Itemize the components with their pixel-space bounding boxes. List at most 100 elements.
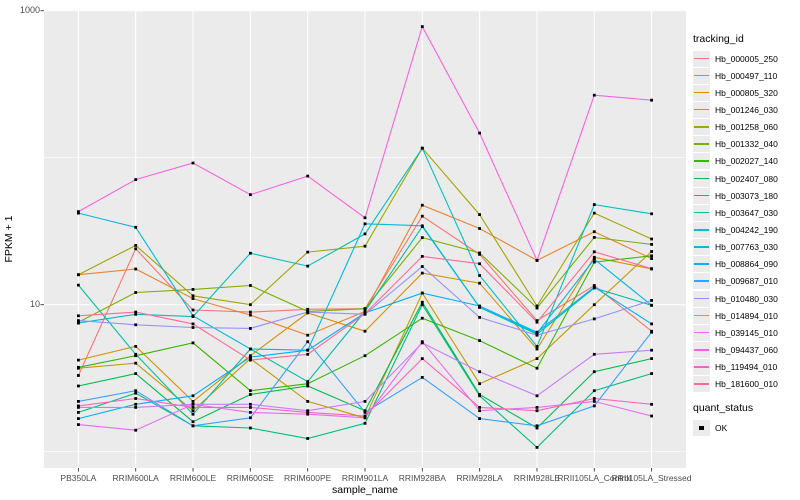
- data-point: [191, 161, 195, 165]
- data-point: [420, 224, 424, 228]
- legend-key-line-icon: [693, 136, 710, 153]
- data-point: [191, 308, 195, 312]
- data-point: [134, 361, 138, 365]
- legend-item-label: Hb_001332_040: [715, 139, 778, 150]
- data-point: [592, 352, 596, 356]
- data-point: [363, 216, 367, 220]
- data-point: [478, 227, 481, 230]
- data-point: [77, 365, 80, 369]
- data-point: [478, 213, 481, 216]
- data-point: [592, 211, 596, 215]
- data-point: [306, 437, 310, 440]
- data-point: [650, 243, 653, 246]
- data-point: [478, 370, 481, 374]
- data-point: [134, 402, 138, 406]
- legend-color-title: tracking_id: [693, 33, 744, 45]
- data-point: [478, 262, 481, 266]
- data-point: [134, 428, 138, 432]
- data-point: [535, 259, 539, 262]
- data-point: [191, 402, 195, 406]
- data-point: [134, 323, 138, 327]
- data-point: [535, 333, 539, 337]
- x-tick-label-RRIM928BA: RRIM928BA: [398, 473, 446, 483]
- legend-item-label: Hb_000497_110: [715, 70, 778, 81]
- data-point: [77, 417, 80, 420]
- data-point: [77, 374, 80, 377]
- data-point: [420, 291, 424, 295]
- data-point: [420, 300, 424, 304]
- legend-item-Hb_000805_320: Hb_000805_320: [693, 84, 778, 101]
- legend-item-Hb_001332_040: Hb_001332_040: [693, 136, 778, 153]
- data-point: [478, 131, 481, 135]
- data-point: [535, 345, 539, 348]
- data-point: [478, 417, 481, 420]
- legend-item-Hb_000005_250: Hb_000005_250: [693, 50, 778, 67]
- data-point: [306, 340, 310, 344]
- data-point: [535, 406, 539, 409]
- legend-item-Hb_094437_060: Hb_094437_060: [693, 342, 778, 359]
- data-point: [134, 397, 138, 400]
- data-point: [306, 380, 310, 383]
- data-point: [650, 257, 653, 260]
- data-point: [478, 281, 481, 285]
- data-point: [478, 253, 481, 256]
- legend-item-Hb_007763_030: Hb_007763_030: [693, 239, 778, 256]
- data-point: [191, 400, 195, 403]
- data-point: [249, 406, 252, 409]
- legend-item-Hb_003073_180: Hb_003073_180: [693, 187, 778, 204]
- data-point: [363, 244, 367, 248]
- x-axis-title: sample_name: [332, 484, 398, 496]
- data-point: [306, 333, 310, 337]
- legend-item-label: Hb_039145_010: [715, 327, 778, 338]
- data-point: [650, 250, 653, 253]
- data-point: [249, 402, 252, 406]
- data-point: [650, 303, 653, 307]
- data-point: [650, 212, 653, 216]
- data-point: [592, 236, 596, 239]
- data-point: [249, 251, 252, 255]
- data-point: [191, 424, 195, 428]
- legend-key-line-icon: [693, 290, 710, 307]
- data-point: [191, 288, 195, 291]
- data-point: [650, 330, 653, 334]
- data-point: [77, 406, 80, 409]
- legend-item-Hb_000497_110: Hb_000497_110: [693, 67, 777, 84]
- data-point: [363, 354, 367, 358]
- data-point: [592, 230, 596, 234]
- data-point: [306, 411, 310, 414]
- data-point: [306, 348, 310, 352]
- x-tick-label-RRIM600LE: RRIM600LE: [169, 473, 217, 483]
- data-point: [420, 376, 424, 379]
- data-point: [592, 93, 596, 97]
- data-point: [77, 411, 80, 414]
- legend-item-label: Hb_003073_180: [715, 190, 778, 201]
- legend-key-line-icon: [693, 342, 710, 359]
- data-point: [535, 304, 539, 308]
- x-tick-label-RRIM928LA: RRIM928LA: [456, 473, 503, 483]
- data-point: [134, 352, 138, 356]
- data-point: [363, 409, 367, 413]
- data-point: [191, 341, 195, 345]
- data-point: [592, 317, 596, 321]
- data-point: [191, 322, 195, 326]
- data-point: [420, 303, 424, 307]
- data-point: [191, 406, 195, 409]
- data-point: [478, 382, 481, 386]
- legend-item-Hb_002027_140: Hb_002027_140: [693, 153, 778, 170]
- data-point: [134, 389, 138, 393]
- legend-key-line-icon: [693, 307, 710, 324]
- data-point: [650, 357, 653, 360]
- data-point: [478, 304, 481, 308]
- data-point: [535, 424, 539, 428]
- data-point: [249, 426, 252, 430]
- data-point: [420, 236, 424, 239]
- data-point: [535, 446, 539, 449]
- data-point: [650, 348, 653, 352]
- legend-item-quant-OK: OK: [693, 419, 727, 436]
- data-point: [592, 260, 596, 264]
- data-point: [535, 409, 539, 413]
- data-point: [249, 284, 252, 287]
- legend-item-label: Hb_119494_010: [715, 362, 778, 373]
- legend-item-Hb_003647_030: Hb_003647_030: [693, 204, 778, 221]
